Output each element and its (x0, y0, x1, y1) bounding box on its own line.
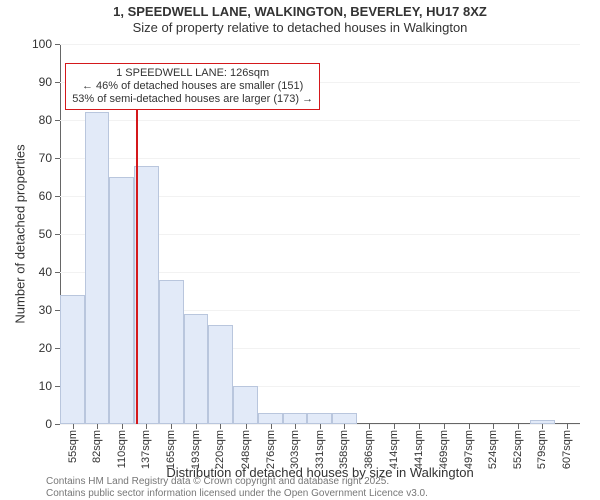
histogram-bar (85, 112, 110, 424)
histogram-bar (283, 413, 308, 424)
xtick-mark (196, 424, 197, 429)
histogram-bar (307, 413, 332, 424)
chart-root: 1, SPEEDWELL LANE, WALKINGTON, BEVERLEY,… (0, 0, 600, 500)
xtick-mark (493, 424, 494, 429)
ytick-label: 20 (39, 341, 52, 355)
chart-title: 1, SPEEDWELL LANE, WALKINGTON, BEVERLEY,… (0, 4, 600, 20)
ytick-label: 80 (39, 113, 52, 127)
annotation-line: 1 SPEEDWELL LANE: 126sqm (72, 67, 313, 80)
annotation-line: ← 46% of detached houses are smaller (15… (72, 80, 313, 93)
histogram-bar (184, 314, 209, 424)
xtick-mark (542, 424, 543, 429)
ytick-label: 100 (32, 37, 52, 51)
xtick-label: 441sqm (413, 430, 425, 469)
xtick-mark (419, 424, 420, 429)
xtick-mark (146, 424, 147, 429)
ytick-mark (55, 272, 60, 273)
histogram-bar (60, 295, 85, 424)
ytick-label: 40 (39, 265, 52, 279)
histogram-bar (159, 280, 184, 424)
ytick-mark (55, 424, 60, 425)
ytick-mark (55, 158, 60, 159)
annotation-box: 1 SPEEDWELL LANE: 126sqm← 46% of detache… (65, 63, 320, 110)
chart-title-block: 1, SPEEDWELL LANE, WALKINGTON, BEVERLEY,… (0, 4, 600, 36)
xtick-mark (73, 424, 74, 429)
xtick-label: 497sqm (463, 430, 475, 469)
xtick-label: 220sqm (214, 430, 226, 469)
xtick-label: 82sqm (91, 430, 103, 463)
xtick-label: 248sqm (240, 430, 252, 469)
xtick-mark (394, 424, 395, 429)
chart-subtitle: Size of property relative to detached ho… (0, 20, 600, 36)
xtick-label: 165sqm (165, 430, 177, 469)
ytick-label: 50 (39, 227, 52, 241)
xtick-label: 414sqm (388, 430, 400, 469)
xtick-mark (271, 424, 272, 429)
annotation-line: 53% of semi-detached houses are larger (… (72, 93, 313, 106)
xtick-mark (369, 424, 370, 429)
xtick-mark (518, 424, 519, 429)
xtick-label: 193sqm (190, 430, 202, 469)
xtick-mark (97, 424, 98, 429)
xtick-label: 358sqm (338, 430, 350, 469)
ytick-label: 30 (39, 303, 52, 317)
plot-area: Number of detached properties Distributi… (60, 44, 580, 424)
xtick-mark (171, 424, 172, 429)
xtick-label: 579sqm (536, 430, 548, 469)
xtick-label: 137sqm (140, 430, 152, 469)
footer-line: Contains public sector information licen… (46, 488, 428, 500)
ytick-label: 10 (39, 379, 52, 393)
histogram-bar (233, 386, 258, 424)
xtick-label: 607sqm (561, 430, 573, 469)
histogram-bar (109, 177, 134, 424)
ytick-label: 70 (39, 151, 52, 165)
ytick-mark (55, 234, 60, 235)
xtick-mark (469, 424, 470, 429)
xtick-label: 469sqm (438, 430, 450, 469)
xtick-mark (344, 424, 345, 429)
xtick-label: 276sqm (265, 430, 277, 469)
xtick-label: 55sqm (67, 430, 79, 463)
ytick-label: 0 (45, 417, 52, 431)
gridline-h (60, 44, 580, 45)
xtick-label: 552sqm (512, 430, 524, 469)
xtick-label: 303sqm (289, 430, 301, 469)
xtick-mark (444, 424, 445, 429)
xtick-label: 110sqm (116, 430, 128, 468)
ytick-mark (55, 82, 60, 83)
footer-attribution: Contains HM Land Registry data © Crown c… (46, 476, 428, 500)
xtick-mark (320, 424, 321, 429)
xtick-mark (295, 424, 296, 429)
ytick-label: 90 (39, 75, 52, 89)
histogram-bar (530, 420, 555, 424)
xtick-mark (220, 424, 221, 429)
histogram-bar (332, 413, 357, 424)
xtick-label: 386sqm (363, 430, 375, 469)
xtick-mark (122, 424, 123, 429)
footer-line: Contains HM Land Registry data © Crown c… (46, 476, 428, 488)
xtick-mark (567, 424, 568, 429)
ytick-label: 60 (39, 189, 52, 203)
xtick-label: 331sqm (314, 430, 326, 469)
ytick-mark (55, 44, 60, 45)
ytick-mark (55, 196, 60, 197)
xtick-mark (246, 424, 247, 429)
ytick-mark (55, 120, 60, 121)
property-marker-line (136, 82, 138, 424)
xtick-label: 524sqm (487, 430, 499, 469)
histogram-bar (208, 325, 233, 424)
y-axis-label: Number of detached properties (13, 144, 28, 323)
histogram-bar (258, 413, 283, 424)
